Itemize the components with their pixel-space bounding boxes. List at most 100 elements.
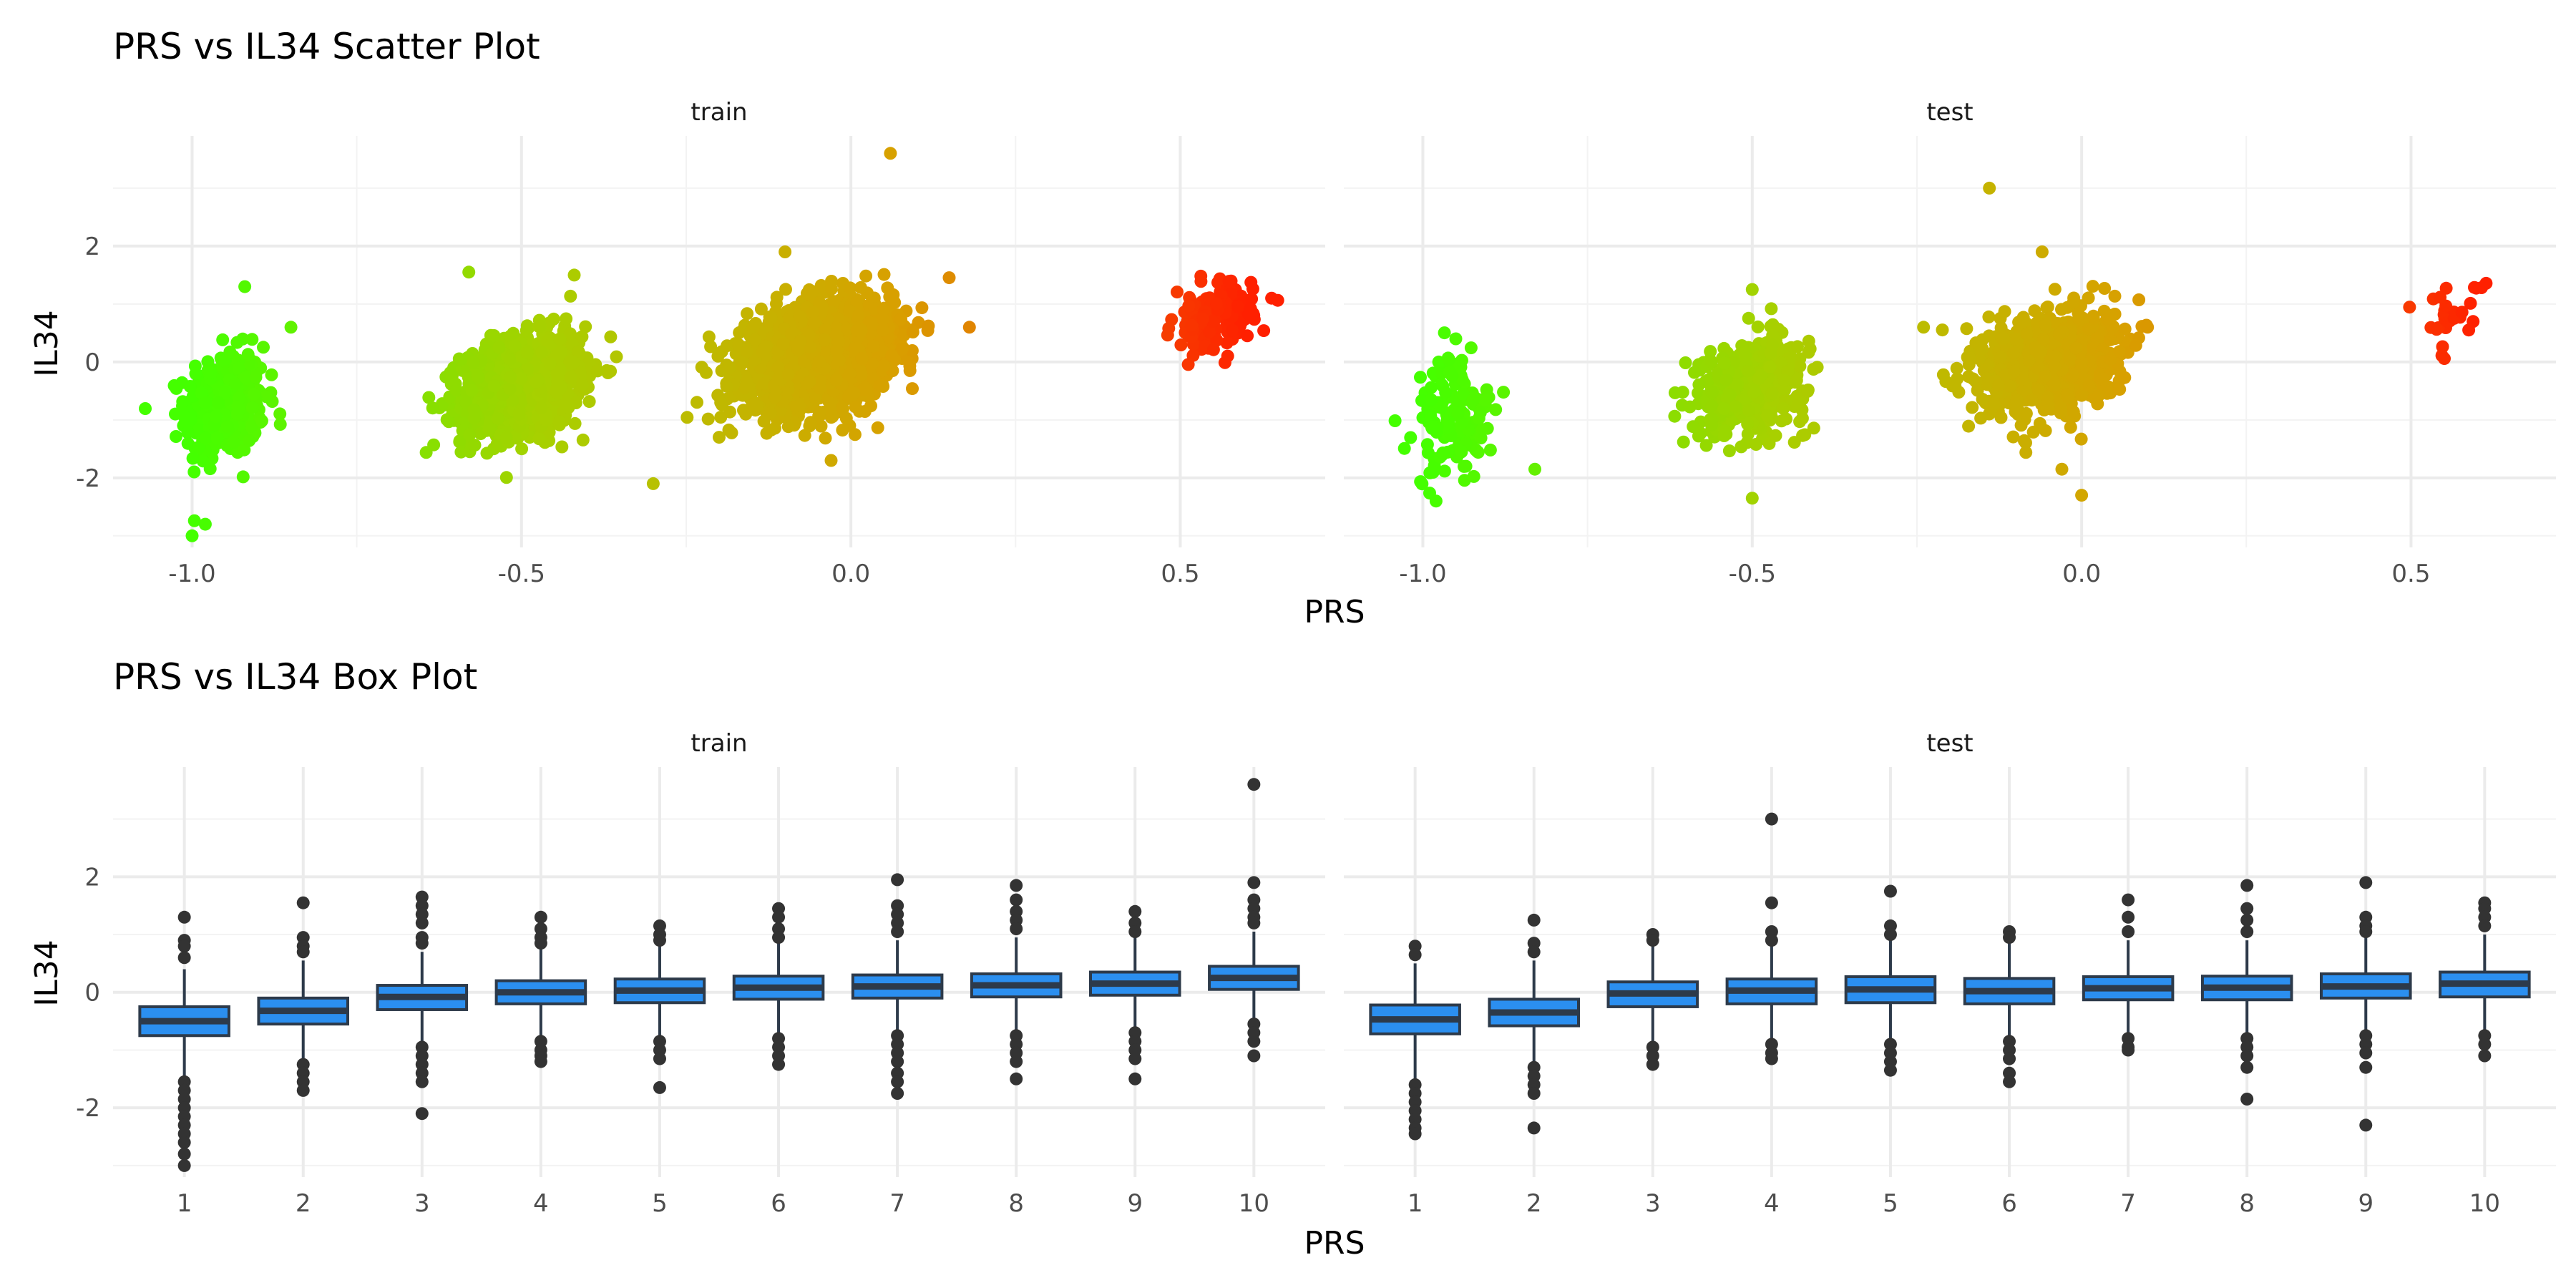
scatter-point — [203, 366, 217, 379]
scatter-point — [854, 369, 868, 381]
scatter-strip-train: train — [691, 98, 747, 127]
scatter-point — [1439, 386, 1453, 399]
scatter-panel-test: test — [1926, 98, 1973, 127]
scatter-point — [604, 330, 618, 343]
scatter-point — [273, 418, 287, 431]
scatter-point — [1752, 372, 1765, 386]
scatter-point — [915, 301, 929, 315]
scatter-point — [520, 346, 534, 359]
scatter-point — [463, 428, 477, 441]
scatter-point — [1194, 275, 1208, 288]
scatter-point — [590, 364, 604, 378]
scatter-point — [781, 368, 795, 381]
scatter-point — [1171, 286, 1184, 299]
scatter-point — [257, 341, 270, 354]
scatter-point — [184, 413, 197, 426]
scatter-point — [201, 355, 215, 369]
scatter-point — [515, 442, 529, 456]
scatter-point — [1676, 386, 1689, 399]
scatter-point — [713, 431, 726, 444]
scatter-point — [1404, 431, 1418, 444]
scatter-point — [1960, 322, 1974, 336]
scatter-point — [704, 340, 718, 353]
scatter-point — [195, 386, 208, 400]
scatter-point — [770, 291, 784, 304]
scatter-point — [176, 395, 190, 409]
scatter-point — [555, 440, 569, 454]
x-tick-label: -0.5 — [498, 560, 545, 588]
scatter-point — [223, 345, 237, 358]
scatter-point — [480, 447, 494, 460]
y-tick-label: -2 — [76, 464, 100, 493]
scatter-point — [284, 321, 298, 334]
scatter-point — [181, 436, 195, 450]
scatter-point — [1717, 429, 1731, 442]
scatter-point — [467, 356, 480, 369]
scatter-point — [238, 280, 252, 293]
scatter-point — [220, 420, 234, 434]
scatter-point — [942, 271, 956, 285]
scatter-plot: PRS vs IL34 Scatter Plot PRS IL34 train … — [29, 26, 2556, 630]
scatter-point — [187, 465, 201, 479]
scatter-point — [563, 327, 577, 341]
scatter-point — [422, 391, 436, 404]
scatter-point — [1185, 318, 1199, 332]
scatter-point — [830, 374, 843, 387]
scatter-point — [610, 350, 623, 364]
scatter-point — [1769, 429, 1782, 442]
scatter-point — [906, 382, 919, 396]
scatter-point — [181, 426, 195, 439]
scatter-point — [885, 348, 899, 362]
scatter-point — [809, 392, 822, 406]
scatter-point — [1722, 444, 1736, 458]
scatter-point — [1683, 400, 1697, 414]
scatter-point — [191, 423, 205, 436]
scatter-point — [716, 398, 728, 411]
scatter-point — [199, 431, 213, 445]
scatter-point — [884, 147, 897, 160]
scatter-point — [576, 433, 590, 447]
scatter-point — [1182, 299, 1196, 313]
scatter-point — [813, 406, 826, 419]
scatter-point — [265, 368, 278, 381]
scatter-point — [1414, 371, 1427, 384]
scatter-point — [1677, 435, 1690, 449]
scatter-point — [1464, 341, 1478, 355]
scatter-point — [1763, 361, 1777, 374]
scatter-point — [1196, 312, 1209, 326]
scatter-point — [227, 435, 240, 449]
scatter-point — [562, 401, 575, 414]
scatter-point — [824, 454, 838, 467]
scatter-point — [813, 355, 826, 369]
scatter-point — [504, 329, 517, 343]
scatter-point — [198, 396, 212, 409]
scatter-point — [1206, 343, 1220, 356]
scatter-point — [723, 361, 736, 374]
scatter-point — [1966, 401, 1979, 414]
scatter-point — [487, 379, 501, 393]
scatter-point — [236, 470, 250, 484]
scatter-point — [187, 514, 201, 527]
scatter-point — [814, 419, 828, 433]
scatter-panel-train: train — [691, 98, 747, 127]
scatter-point — [1388, 414, 1402, 427]
scatter-point — [508, 339, 522, 353]
scatter-point — [1699, 439, 1713, 452]
scatter-point — [1777, 401, 1790, 415]
scatter-point — [567, 356, 580, 369]
scatter-point — [245, 419, 258, 433]
scatter-point — [804, 416, 817, 429]
scatter-point — [426, 401, 439, 415]
scatter-point — [504, 353, 517, 366]
scatter-point — [854, 280, 867, 294]
x-tick-label: -0.5 — [1729, 560, 1776, 588]
scatter-point — [1425, 393, 1438, 406]
scatter-point — [553, 362, 567, 376]
scatter-point — [552, 415, 566, 429]
scatter-point — [760, 426, 774, 440]
scatter-point — [1454, 444, 1468, 458]
scatter-point — [1760, 409, 1774, 423]
scatter-point — [646, 477, 660, 490]
scatter-point — [819, 431, 832, 445]
